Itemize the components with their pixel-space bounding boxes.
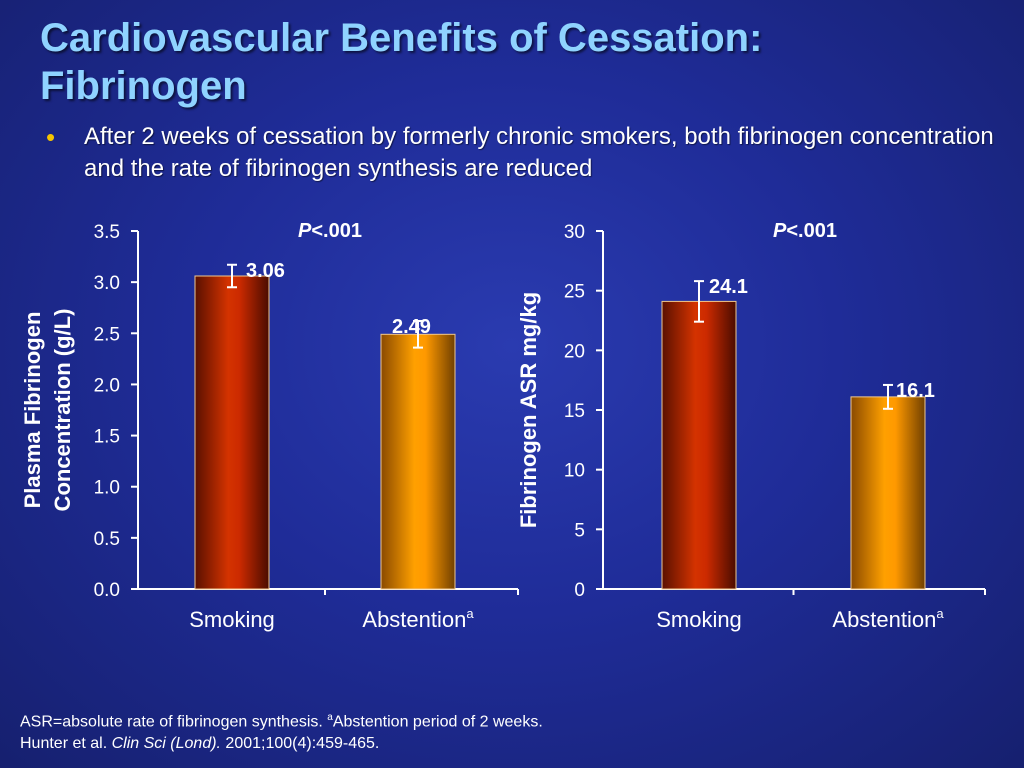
y-axis-title: Plasma Fibrinogen bbox=[20, 312, 45, 509]
bullet-dot-icon: • bbox=[46, 122, 56, 152]
charts-canvas: 0.0 0.5 1.0 1.5 2.0 2.5 3.0 3.5 3.06 Smoking 2.49 A… bbox=[20, 220, 986, 632]
p-value-threshold: <.001 bbox=[786, 220, 837, 242]
y-tick-label: 30 bbox=[564, 222, 585, 243]
p-value-label: P<.001 bbox=[773, 220, 837, 242]
data-label: 2.49 bbox=[392, 316, 431, 338]
y-tick-label: 1.0 bbox=[94, 478, 120, 499]
y-tick-label: 0.0 bbox=[94, 580, 120, 601]
p-value-threshold: <.001 bbox=[311, 220, 362, 242]
x-category-label: Abstentiona bbox=[832, 606, 944, 632]
footnote-superscript: a bbox=[327, 712, 333, 723]
y-tick-label: 15 bbox=[564, 401, 585, 422]
slide-title: Cardiovascular Benefits of Cessation: Fi… bbox=[40, 14, 1000, 110]
p-value-italic: P bbox=[773, 220, 787, 242]
footnote-journal: Clin Sci (Lond). bbox=[111, 735, 221, 753]
category-superscript: a bbox=[936, 606, 944, 621]
y-tick-label: 2.0 bbox=[94, 375, 120, 396]
footnote-citation: 2001;100(4):459-465. bbox=[220, 735, 380, 753]
p-value-italic: P bbox=[298, 220, 312, 242]
bullet-text: After 2 weeks of cessation by formerly c… bbox=[84, 123, 994, 182]
slide-title-line1: Cardiovascular Benefits of Cessation: bbox=[40, 16, 763, 60]
x-category-label: Smoking bbox=[189, 607, 275, 632]
fibrinogen-concentration-chart: 0.0 0.5 1.0 1.5 2.0 2.5 3.0 3.5 3.06 Smoking 2.49 A… bbox=[20, 220, 519, 632]
bar-abstention bbox=[380, 333, 456, 590]
y-tick-label: 20 bbox=[564, 341, 585, 362]
slide-title-line2: Fibrinogen bbox=[40, 64, 247, 108]
y-tick-label: 25 bbox=[564, 282, 585, 303]
p-value-label: P<.001 bbox=[298, 220, 362, 242]
y-axis-title: Concentration (g/L) bbox=[50, 309, 75, 512]
footnote: ASR=absolute rate of fibrinogen synthesi… bbox=[20, 707, 1000, 755]
y-tick-label: 1.5 bbox=[94, 427, 120, 448]
footnote-abstention-note: Abstention period of 2 weeks. bbox=[332, 713, 543, 731]
x-category-label: Smoking bbox=[656, 607, 742, 632]
footnote-authors: Hunter et al. bbox=[20, 735, 112, 753]
y-tick-label: 3.5 bbox=[94, 222, 120, 243]
y-axis-title: Fibrinogen ASR mg/kg bbox=[516, 292, 541, 528]
bar-smoking bbox=[194, 275, 270, 590]
footnote-asr-definition: ASR=absolute rate of fibrinogen synthesi… bbox=[20, 713, 328, 731]
fibrinogen-asr-chart: 0 5 10 15 20 25 30 24.1 Smoking 16.1 Abstentiona P<… bbox=[516, 220, 986, 632]
data-label: 3.06 bbox=[246, 260, 285, 282]
category-superscript: a bbox=[466, 606, 474, 621]
bar-smoking bbox=[661, 300, 737, 590]
data-label: 24.1 bbox=[709, 276, 748, 298]
bar-abstention bbox=[850, 396, 926, 590]
y-tick-label: 3.0 bbox=[94, 273, 120, 294]
data-label: 16.1 bbox=[896, 380, 935, 402]
y-tick-label: 10 bbox=[564, 461, 585, 482]
x-category-label: Abstentiona bbox=[362, 606, 474, 632]
y-tick-label: 0.5 bbox=[94, 529, 120, 550]
bullet-point: • After 2 weeks of cessation by formerly… bbox=[46, 121, 1006, 185]
y-tick-label: 2.5 bbox=[94, 324, 120, 345]
footnote-line1: ASR=absolute rate of fibrinogen synthesi… bbox=[20, 707, 1000, 733]
y-tick-label: 0 bbox=[574, 580, 585, 601]
y-tick-label: 5 bbox=[574, 520, 585, 541]
footnote-line2: Hunter et al. Clin Sci (Lond). 2001;100(… bbox=[20, 733, 1000, 755]
